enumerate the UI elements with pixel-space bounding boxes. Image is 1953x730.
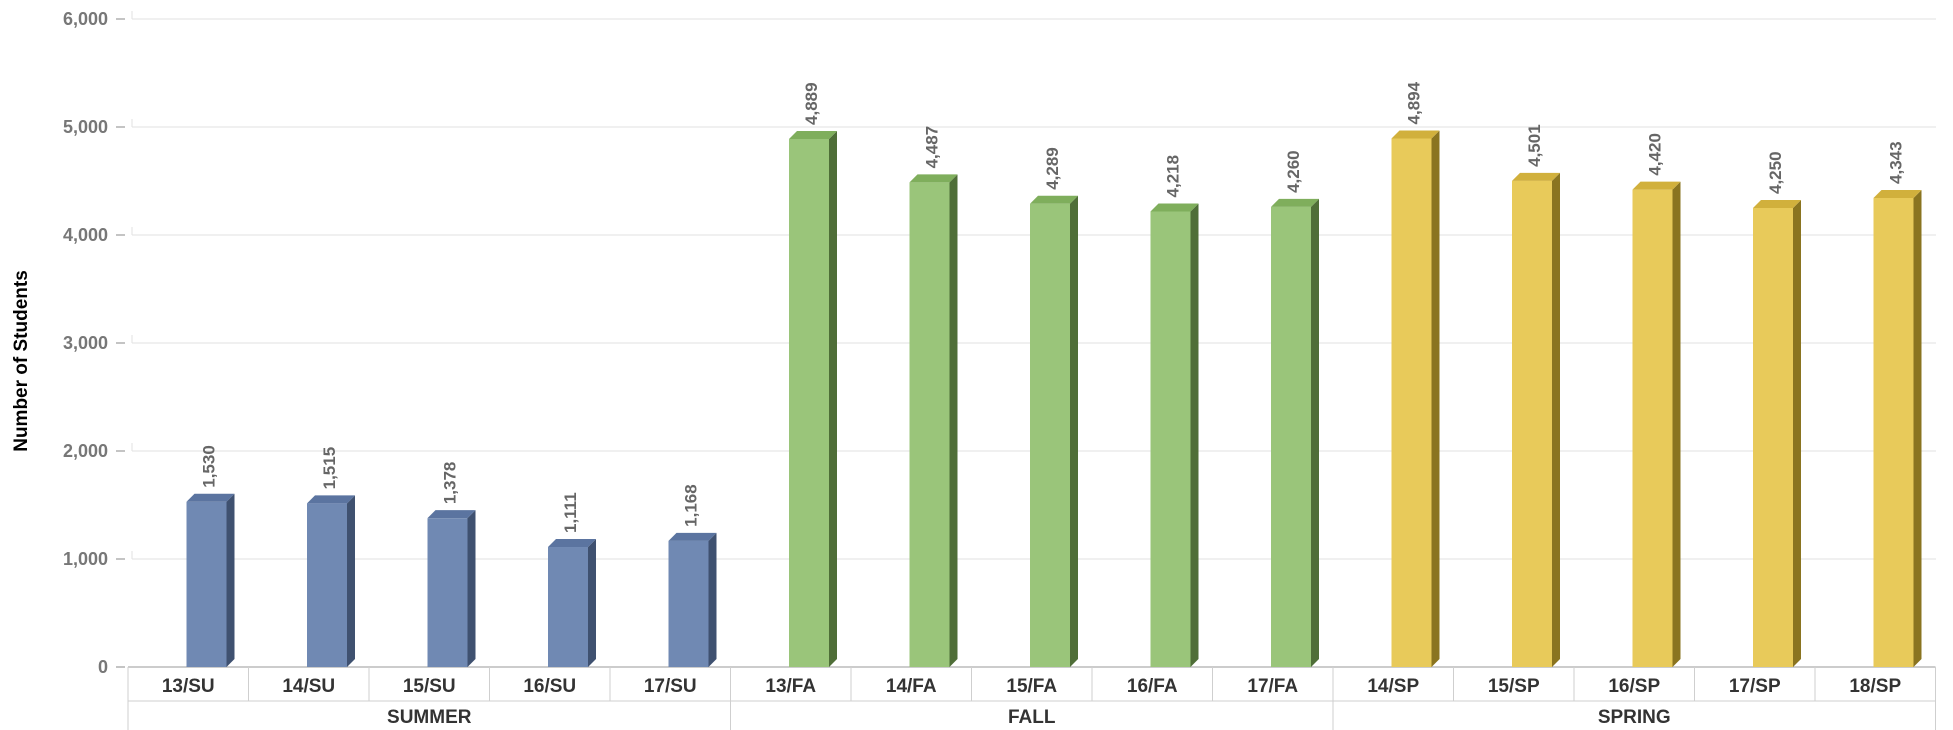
y-tick-label: 0 — [98, 657, 108, 677]
category-label: 14/FA — [886, 676, 937, 697]
bar-side — [467, 510, 476, 667]
bar-side — [708, 532, 717, 667]
y-tick-label: 3,000 — [63, 333, 108, 353]
y-tick-label: 2,000 — [63, 441, 108, 461]
bar-top — [186, 493, 235, 502]
bar-side — [1552, 172, 1560, 667]
bar-side — [1190, 203, 1199, 667]
data-label: 4,289 — [1043, 147, 1062, 190]
bar-side — [1793, 200, 1801, 667]
bar — [1271, 206, 1311, 668]
category-label: 17/FA — [1247, 676, 1298, 697]
data-label: 1,378 — [441, 462, 460, 505]
data-label: 1,530 — [200, 445, 219, 488]
bar — [548, 547, 588, 667]
bar-top — [1632, 181, 1681, 190]
bar-top — [1873, 189, 1922, 198]
bar-top — [1391, 130, 1440, 139]
bar — [1632, 189, 1673, 667]
category-label: 13/FA — [765, 676, 816, 697]
bar-side — [949, 174, 958, 668]
data-label: 1,168 — [682, 484, 701, 527]
y-tick-label: 1,000 — [63, 549, 108, 569]
group-label: SUMMER — [387, 707, 472, 728]
group-label: SPRING — [1598, 707, 1671, 728]
bar-top — [307, 495, 355, 504]
category-label: 14/SP — [1367, 676, 1419, 697]
bar-top — [427, 510, 476, 519]
bar-top — [1150, 203, 1199, 212]
bar — [1512, 180, 1552, 667]
bar-side — [1672, 181, 1681, 667]
category-label: 16/FA — [1127, 676, 1178, 697]
category-label: 17/SU — [644, 676, 697, 697]
bar — [668, 540, 709, 667]
bar — [427, 518, 468, 667]
bar — [1873, 197, 1914, 667]
bar-top — [1271, 198, 1319, 207]
data-label: 4,501 — [1525, 124, 1544, 167]
bar-top — [1030, 195, 1078, 204]
bar — [307, 503, 347, 667]
category-label: 13/SU — [162, 676, 215, 697]
category-label: 15/FA — [1006, 676, 1057, 697]
bar — [1030, 203, 1070, 667]
bar-side — [829, 130, 837, 667]
bar-side — [1070, 195, 1078, 667]
data-label: 4,343 — [1887, 141, 1906, 184]
data-label: 4,894 — [1405, 81, 1424, 124]
y-tick-label: 4,000 — [63, 225, 108, 245]
bar-side — [226, 493, 235, 667]
bar-top — [1512, 172, 1560, 181]
bar-top — [668, 532, 717, 541]
bar-top — [909, 174, 958, 183]
bar — [1753, 208, 1793, 667]
data-label: 1,111 — [561, 492, 580, 533]
bar-top — [789, 130, 837, 139]
category-label: 15/SU — [403, 676, 456, 697]
data-label: 4,487 — [923, 126, 942, 169]
bar-top — [548, 539, 596, 548]
group-label: FALL — [1008, 707, 1056, 728]
bar-side — [347, 495, 355, 667]
bar — [1391, 138, 1432, 667]
bar — [186, 501, 227, 667]
y-tick-label: 5,000 — [63, 117, 108, 137]
category-label: 14/SU — [282, 676, 335, 697]
category-label: 15/SP — [1488, 676, 1540, 697]
bar — [789, 138, 829, 667]
data-label: 4,260 — [1284, 150, 1303, 193]
data-label: 4,889 — [802, 82, 821, 125]
bar-side — [1311, 198, 1319, 668]
bar — [1150, 211, 1191, 667]
bar-side — [1913, 189, 1922, 667]
data-label: 4,218 — [1164, 155, 1183, 198]
category-label: 16/SP — [1608, 676, 1660, 697]
data-label: 4,420 — [1646, 133, 1665, 176]
bar — [909, 182, 950, 668]
category-label: 17/SP — [1729, 676, 1781, 697]
bar-side — [588, 539, 596, 667]
bar-side — [1431, 130, 1440, 667]
y-tick-label: 6,000 — [63, 9, 108, 29]
data-label: 4,250 — [1766, 151, 1785, 194]
y-axis-title: Number of Students — [11, 270, 32, 452]
data-label: 1,515 — [320, 447, 339, 490]
category-label: 18/SP — [1849, 676, 1901, 697]
bar-top — [1753, 200, 1801, 208]
category-label: 16/SU — [523, 676, 576, 697]
